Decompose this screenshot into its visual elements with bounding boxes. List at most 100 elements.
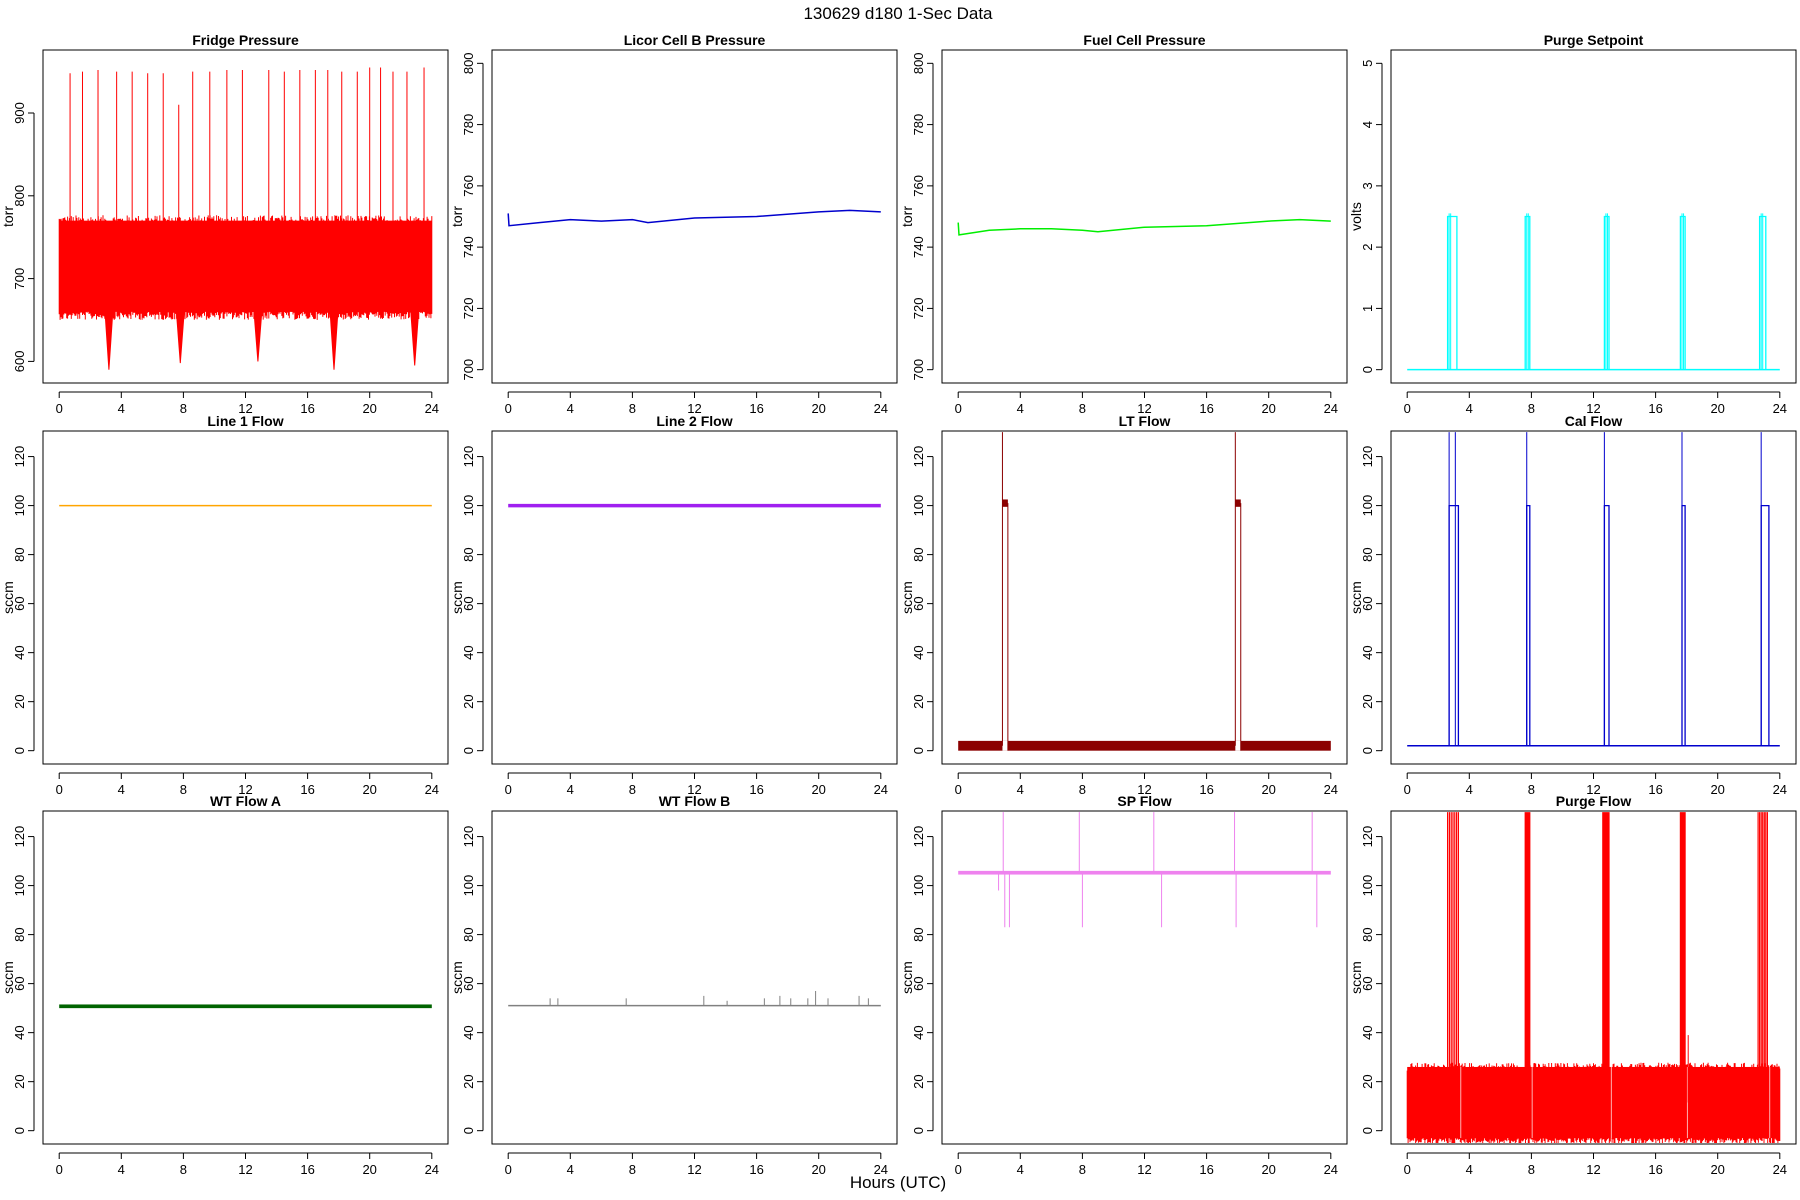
x-tick-label: 24 xyxy=(1773,1162,1787,1177)
series-fuelcell xyxy=(957,218,1331,236)
x-tick-label: 8 xyxy=(629,782,636,797)
x-tick-label: 4 xyxy=(1017,782,1024,797)
x-tick-label: 16 xyxy=(300,782,314,797)
y-tick-label: 80 xyxy=(461,927,476,941)
x-tick-label: 16 xyxy=(1648,401,1662,416)
dip xyxy=(104,311,114,370)
x-tick-label: 16 xyxy=(1199,401,1213,416)
x-tick-label: 24 xyxy=(1773,782,1787,797)
panel-line2: Line 2 Flow sccm 0 4 8 12 16 20 24 0 20 40 60 80 100 12… xyxy=(449,413,898,797)
x-tick-label: 12 xyxy=(1586,401,1600,416)
y-tick-label: 120 xyxy=(461,826,476,848)
y-axis-label-wtb: sccm xyxy=(449,961,465,994)
y-axis-line1: 0 20 40 60 80 100 120 xyxy=(12,446,35,754)
x-tick-label: 8 xyxy=(1528,782,1535,797)
x-tick-label: 0 xyxy=(56,782,63,797)
y-tick-label: 60 xyxy=(12,976,27,990)
x-tick-label: 0 xyxy=(955,782,962,797)
x-tick-label: 0 xyxy=(1404,782,1411,797)
x-tick-label: 24 xyxy=(874,782,888,797)
x-tick-label: 4 xyxy=(118,401,125,416)
x-tick-label: 8 xyxy=(1528,1162,1535,1177)
y-axis-ltflow: 0 20 40 60 80 100 120 xyxy=(911,446,934,754)
figure-xlabel: Hours (UTC) xyxy=(850,1173,946,1192)
y-tick-label: 120 xyxy=(12,826,27,848)
y-tick-label: 720 xyxy=(461,298,476,320)
y-tick-label: 100 xyxy=(1360,495,1375,517)
y-tick-label: 40 xyxy=(911,645,926,659)
pulse xyxy=(1603,504,1610,746)
x-tick-label: 16 xyxy=(300,1162,314,1177)
y-tick-label: 100 xyxy=(461,495,476,517)
y-tick-label: 900 xyxy=(12,102,27,124)
y-axis-label-ltflow: sccm xyxy=(899,581,915,614)
y-tick-label: 40 xyxy=(12,1025,27,1039)
y-tick-label: 720 xyxy=(911,298,926,320)
x-tick-label: 24 xyxy=(1324,782,1338,797)
panel-title-line1: Line 1 Flow xyxy=(207,413,283,429)
x-tick-label: 12 xyxy=(687,782,701,797)
x-tick-label: 20 xyxy=(811,401,825,416)
x-tick-label: 16 xyxy=(749,401,763,416)
y-tick-label: 2 xyxy=(1360,244,1375,251)
y-tick-label: 100 xyxy=(911,875,926,897)
panel-line1: Line 1 Flow sccm 0 4 8 12 16 20 24 0 20 40 60 80 100 12… xyxy=(0,413,449,797)
y-tick-label: 800 xyxy=(911,52,926,74)
x-tick-label: 24 xyxy=(1324,1162,1338,1177)
y-tick-label: 100 xyxy=(12,495,27,517)
pulse xyxy=(1448,504,1460,746)
x-tick-label: 24 xyxy=(425,782,439,797)
x-tick-label: 4 xyxy=(118,1162,125,1177)
x-tick-label: 8 xyxy=(180,1162,187,1177)
pulse xyxy=(1235,499,1241,507)
plot-area-wta xyxy=(59,1004,432,1009)
x-tick-label: 12 xyxy=(1586,1162,1600,1177)
plot-frame-purgeflow xyxy=(1390,810,1797,1145)
x-axis-purgeflow: 0 4 8 12 16 20 24 xyxy=(1404,1152,1787,1177)
y-axis-line2: 0 20 40 60 80 100 120 xyxy=(461,446,484,754)
x-tick-label: 16 xyxy=(1648,782,1662,797)
x-tick-label: 16 xyxy=(1648,1162,1662,1177)
band-spflow xyxy=(958,870,1331,875)
y-tick-label: 40 xyxy=(1360,1025,1375,1039)
y-axis-calflow: 0 20 40 60 80 100 120 xyxy=(1360,446,1383,754)
y-tick-label: 40 xyxy=(461,1025,476,1039)
x-tick-label: 24 xyxy=(1324,401,1338,416)
x-tick-label: 12 xyxy=(1586,782,1600,797)
y-tick-label: 60 xyxy=(1360,976,1375,990)
noise-purgeflow xyxy=(1406,1062,1781,1143)
y-tick-label: 120 xyxy=(461,446,476,468)
x-axis-purgesp: 0 4 8 12 16 20 24 xyxy=(1404,391,1787,416)
y-tick-label: 40 xyxy=(461,645,476,659)
x-tick-label: 8 xyxy=(180,401,187,416)
x-tick-label: 12 xyxy=(1137,782,1151,797)
pulse xyxy=(1679,812,1686,1139)
y-tick-label: 80 xyxy=(911,927,926,941)
y-tick-label: 740 xyxy=(911,236,926,258)
plot-frame-purgesp xyxy=(1390,49,1797,384)
y-axis-label-fridge: torr xyxy=(0,206,16,227)
y-tick-label: 80 xyxy=(12,927,27,941)
y-axis-purgesp: 0 1 2 3 4 5 xyxy=(1360,60,1383,373)
x-tick-label: 12 xyxy=(238,782,252,797)
panel-title-wtb: WT Flow B xyxy=(659,793,731,809)
y-tick-label: 20 xyxy=(1360,1074,1375,1088)
y-tick-label: 60 xyxy=(911,596,926,610)
y-tick-label: 40 xyxy=(911,1025,926,1039)
x-tick-label: 16 xyxy=(1199,782,1213,797)
x-tick-label: 16 xyxy=(300,401,314,416)
x-tick-label: 24 xyxy=(874,401,888,416)
plot-frame-fuelcell xyxy=(941,49,1348,384)
y-axis-fuelcell: 700 720 740 760 780 800 xyxy=(911,52,934,381)
y-axis-label-spflow: sccm xyxy=(899,961,915,994)
y-tick-label: 0 xyxy=(1360,1127,1375,1134)
x-axis-wtb: 0 4 8 12 16 20 24 xyxy=(505,1152,888,1177)
x-tick-label: 16 xyxy=(749,1162,763,1177)
panel-spflow: SP Flow sccm 0 4 8 12 16 20 24 0 20 40 60 80 100 120 xyxy=(899,793,1348,1177)
pulse xyxy=(1602,812,1610,1139)
y-tick-label: 0 xyxy=(12,747,27,754)
plot-area-fuelcell xyxy=(957,218,1331,236)
x-tick-label: 8 xyxy=(629,401,636,416)
y-tick-label: 20 xyxy=(911,1074,926,1088)
